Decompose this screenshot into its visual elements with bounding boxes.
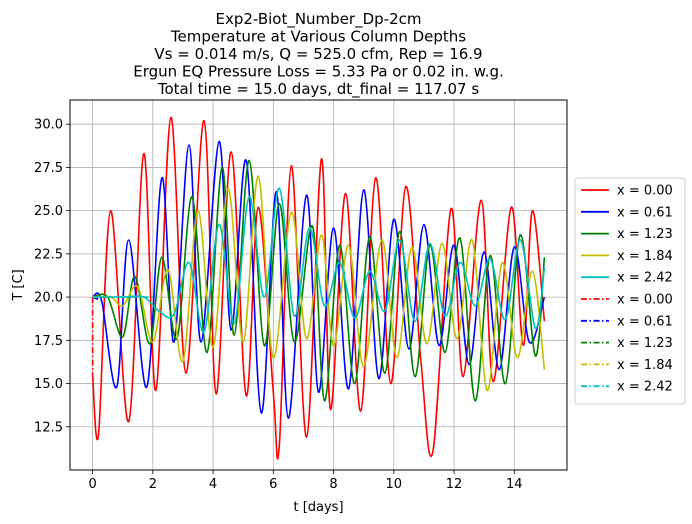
legend-label: x = 1.84 <box>617 249 673 264</box>
series-line-0 <box>91 116 546 460</box>
y-tick-label: 15.0 <box>34 377 63 392</box>
y-tick-label: 30.0 <box>34 118 63 133</box>
x-tick-label: 2 <box>149 477 157 492</box>
legend-label: x = 2.42 <box>617 380 673 395</box>
title-line: Temperature at Various Column Depths <box>170 28 466 46</box>
axes-frame <box>69 99 568 471</box>
x-tick-label: 8 <box>329 477 337 492</box>
title-line: Exp2-Biot_Number_Dp-2cm <box>216 10 422 29</box>
axis-ticks: 0 2 4 6 8 10 12 14 12.5 15.0 17.5 20.0 22.5 25.0 27.5 3… <box>34 118 523 492</box>
legend-label: x = 0.00 <box>617 293 673 308</box>
series-line-4 <box>92 187 546 333</box>
title-line: Ergun EQ Pressure Loss = 5.33 Pa or 0.02… <box>133 63 504 81</box>
series-line-1 <box>91 140 546 419</box>
legend-label: x = 0.00 <box>617 184 673 199</box>
legend-label: x = 0.61 <box>617 314 673 329</box>
x-tick-label: 10 <box>386 477 403 492</box>
plot-lines <box>91 116 546 460</box>
legend-label: x = 2.42 <box>617 271 673 286</box>
legend-label: x = 1.23 <box>617 227 673 242</box>
y-tick-label: 12.5 <box>34 420 63 435</box>
y-tick-label: 20.0 <box>34 291 63 306</box>
legend-label: x = 1.23 <box>617 336 673 351</box>
y-tick-label: 25.0 <box>34 204 63 219</box>
legend-label: x = 1.84 <box>617 358 673 373</box>
title-line: Vs = 0.014 m/s, Q = 525.0 cfm, Rep = 16.… <box>154 45 482 63</box>
y-tick-label: 27.5 <box>34 161 63 176</box>
x-tick-label: 6 <box>269 477 277 492</box>
x-tick-label: 0 <box>88 477 96 492</box>
legend: x = 0.00 x = 0.61 x = 1.23 x = 1.84 x = 2.42… <box>574 177 686 405</box>
y-axis-label: T [C] <box>11 269 26 301</box>
y-tick-label: 22.5 <box>34 247 63 262</box>
series-line-3 <box>92 175 546 392</box>
x-tick-label: 12 <box>446 477 463 492</box>
y-tick-label: 17.5 <box>34 334 63 349</box>
legend-label: x = 0.61 <box>617 205 673 220</box>
x-axis-label: t [days] <box>293 500 343 515</box>
x-tick-label: 14 <box>506 477 523 492</box>
title-line: Total time = 15.0 days, dt_final = 117.0… <box>157 80 479 99</box>
x-tick-label: 4 <box>209 477 217 492</box>
